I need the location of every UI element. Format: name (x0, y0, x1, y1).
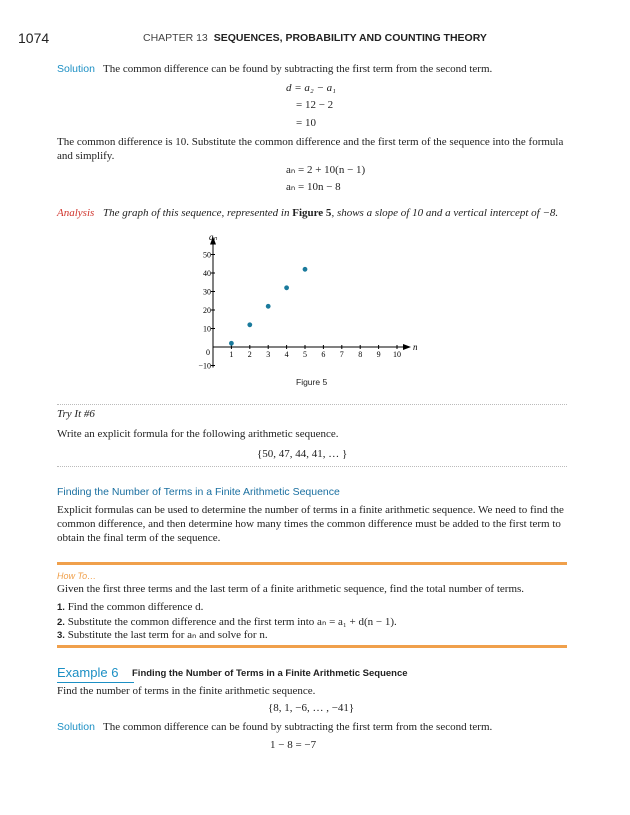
chapter-label: CHAPTER 13 (143, 32, 208, 44)
x-tick-label: 6 (321, 350, 325, 359)
how-to-intro: Given the first three terms and the last… (57, 583, 525, 595)
figure-reference: Figure 5 (292, 207, 332, 219)
page-number: 1074 (18, 30, 50, 46)
example-title: Finding the Number of Terms in a Finite … (132, 668, 408, 679)
how-to-step: 1. Find the common difference d. (57, 601, 203, 613)
equation-line: = 12 − 2 (296, 99, 334, 111)
data-point (265, 303, 271, 309)
example-set: {8, 1, −6, … , −41} (268, 702, 355, 714)
step-number: 2. (57, 617, 65, 628)
how-to-label: How To… (57, 571, 97, 581)
y-tick-label: 20 (203, 306, 211, 315)
y-tick-label: 0 (206, 348, 210, 357)
divider (57, 404, 567, 405)
solution-text: The common difference can be found by su… (103, 721, 493, 733)
step-text: Substitute the last term for aₙ and solv… (67, 629, 268, 641)
paragraph: The common difference is 10. Substitute … (57, 136, 564, 162)
try-it-set: {50, 47, 44, 41, … } (257, 448, 348, 460)
equation-line: = 10 (296, 117, 316, 129)
data-point (229, 340, 234, 346)
try-it-prompt: Write an explicit formula for the follow… (57, 428, 339, 440)
analysis-text-before: The graph of this sequence, represented … (103, 207, 293, 219)
figure-5-chart: aₙ n 1 2 3 4 5 6 7 8 9 10 −10 0 10 20 30 40 50 (198, 232, 418, 371)
x-tick-label: 7 (340, 350, 344, 359)
figure-caption: Figure 5 (296, 377, 328, 387)
x-tick-label: 1 (229, 350, 233, 359)
step-text: Substitute the common difference and the… (67, 616, 397, 628)
formula: aₙ = 2 + 10(n − 1) (286, 164, 366, 176)
chapter-title: SEQUENCES, PROBABILITY AND COUNTING THEO… (213, 32, 487, 44)
y-tick-label: 40 (203, 269, 211, 278)
analysis-text: The graph of this sequence, represented … (103, 207, 558, 219)
formula: aₙ = 10n − 8 (286, 181, 341, 193)
example-prompt: Find the number of terms in the finite a… (57, 685, 316, 697)
x-tick-label: 2 (248, 350, 252, 359)
solution-label: Solution (57, 63, 95, 75)
how-to-top-rule (57, 562, 567, 565)
how-to-bottom-rule (57, 645, 567, 648)
y-tick-label: 30 (203, 288, 211, 297)
how-to-step: 3. Substitute the last term for aₙ and s… (57, 628, 268, 641)
solution-text: The common difference can be found by su… (103, 63, 493, 75)
y-tick-label: −10 (198, 362, 211, 371)
x-tick-label: 10 (393, 350, 401, 359)
running-header: CHAPTER 13 SEQUENCES, PROBABILITY AND CO… (143, 32, 487, 44)
step-number: 1. (57, 602, 65, 613)
section-heading: Finding the Number of Terms in a Finite … (57, 486, 340, 498)
x-axis-label: n (413, 342, 418, 352)
divider (57, 466, 567, 467)
data-point (247, 322, 253, 328)
y-tick-label: 50 (203, 251, 211, 260)
analysis-text-after: , shows a slope of 10 and a vertical int… (331, 207, 559, 219)
example-label: Example 6 (57, 665, 135, 683)
y-axis-arrow (210, 236, 216, 245)
x-tick-label: 3 (266, 350, 270, 359)
solution-label: Solution (57, 721, 95, 733)
x-tick-label: 4 (285, 350, 289, 359)
equation-line: d = a₂ − a₁ (286, 82, 336, 94)
section-paragraph: Explicit formulas can be used to determi… (57, 504, 564, 544)
y-tick-label: 10 (203, 325, 211, 334)
analysis-label: Analysis (57, 207, 95, 219)
step-text: Find the common difference d. (67, 601, 204, 613)
how-to-step: 2. Substitute the common difference and … (57, 615, 397, 628)
step-number: 3. (57, 630, 65, 641)
y-axis-label: aₙ (209, 232, 218, 242)
x-tick-label: 9 (377, 350, 381, 359)
data-point (284, 285, 289, 291)
x-tick-label: 5 (303, 350, 307, 359)
try-it-label: Try It #6 (57, 408, 95, 420)
data-point (302, 266, 308, 272)
x-axis-arrow (403, 344, 411, 350)
solution-equation: 1 − 8 = −7 (270, 739, 317, 751)
x-tick-label: 8 (358, 350, 362, 359)
